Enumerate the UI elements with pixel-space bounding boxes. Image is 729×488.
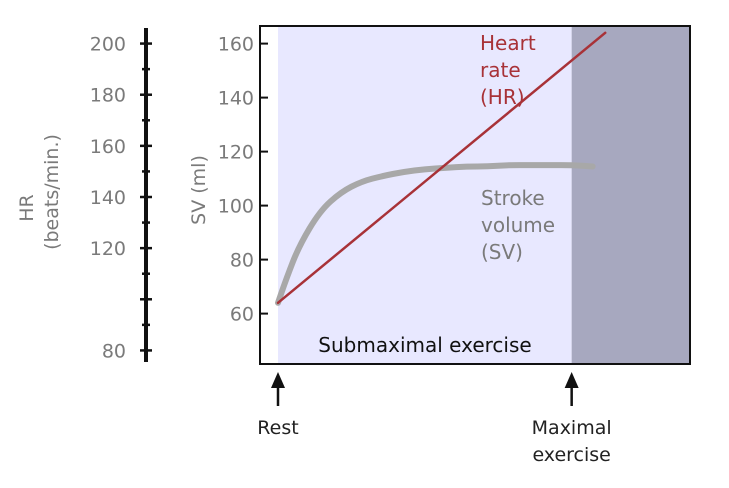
hr-axis-ticks: 80 120 140 160 180 200 (90, 34, 152, 362)
annotation-line: (HR) (480, 85, 525, 109)
hr-axis-tick-label: 180 (90, 85, 126, 107)
sv-axis-tick-label: 100 (218, 196, 254, 218)
maximal-region (571, 26, 690, 364)
sv-axis-tick-label: 160 (218, 34, 254, 56)
hr-axis-tick-label: 120 (90, 238, 126, 260)
plot-frame (259, 25, 691, 365)
sv-axis-tick-label: 120 (218, 142, 254, 164)
annotation-line: rate (480, 58, 521, 82)
marker-label: Rest (257, 417, 298, 439)
hr-axis-label-line2: (beats/min.) (41, 134, 63, 250)
sv-axis-tick-label: 140 (218, 88, 254, 110)
marker-arrow-head (271, 372, 285, 388)
hr-axis-label-line1: HR (16, 194, 38, 222)
submaximal-region-label: Submaximal exercise (318, 333, 531, 357)
series-line-heart-rate (276, 31, 607, 305)
series-line-stroke-volume (275, 162, 596, 306)
sv-axis-tick-label: 80 (230, 250, 254, 272)
annotation-line: Stroke (481, 186, 545, 210)
hr-axis-tick-label: 80 (102, 340, 126, 362)
annotation-line: volume (481, 213, 555, 237)
annotation-line: Heart (480, 31, 536, 55)
sv-axis-ticks: 60 80 100 120 140 160 (218, 34, 268, 326)
marker-arrow-head (564, 372, 579, 388)
hr-axis-tick-label: 200 (90, 34, 126, 56)
submaximal-region (278, 26, 572, 364)
heart-rate-annotation: Heart rate (HR) (480, 31, 536, 109)
sv-axis-tick-label: 60 (230, 304, 254, 326)
annotation-line: (SV) (481, 240, 523, 264)
hr-axis-tick-label: 140 (90, 187, 126, 209)
stroke-volume-annotation: Stroke volume (SV) (481, 186, 555, 264)
exercise-markers: Rest Maximal exercise (257, 372, 612, 466)
hr-axis-tick-label: 160 (90, 136, 126, 158)
sv-axis-label: SV (ml) (188, 155, 210, 225)
marker-label: Maximal exercise (532, 417, 612, 466)
